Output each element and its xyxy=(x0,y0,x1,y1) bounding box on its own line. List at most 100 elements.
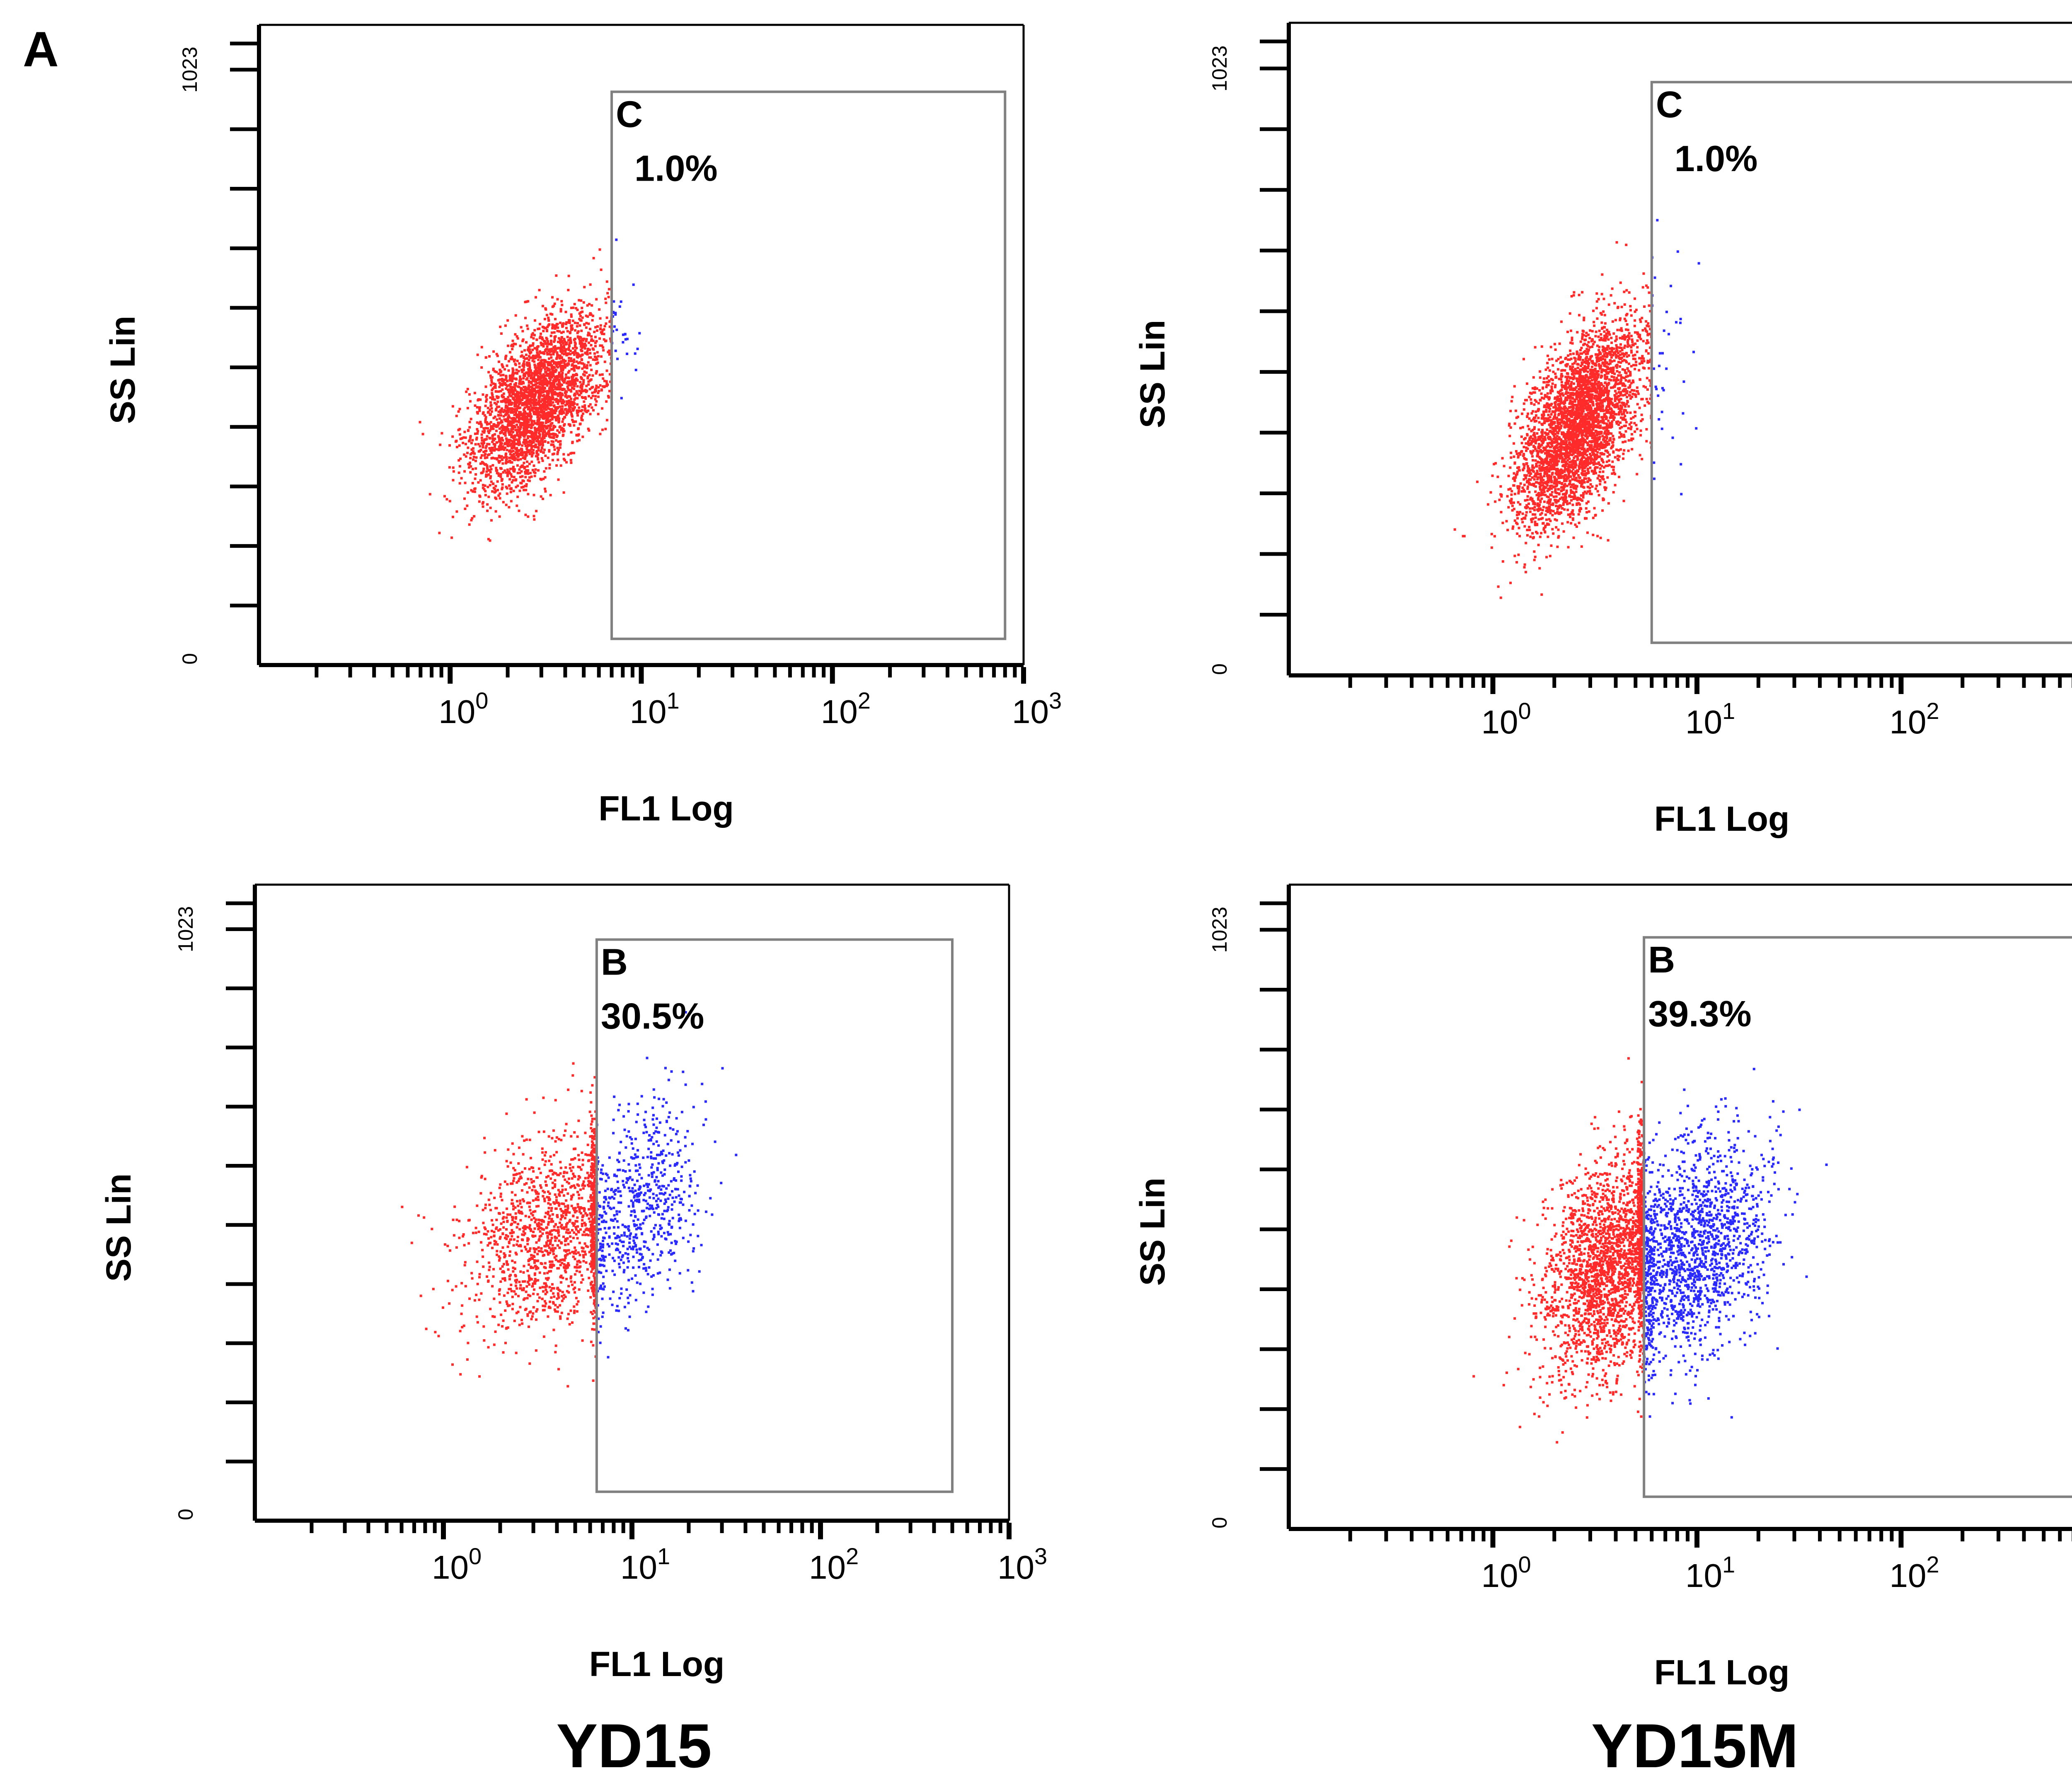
data-point xyxy=(557,406,559,409)
data-point xyxy=(506,399,509,402)
data-point xyxy=(567,319,570,322)
data-point xyxy=(457,428,460,431)
data-point xyxy=(537,413,540,416)
data-point xyxy=(1532,513,1534,516)
data-point xyxy=(536,416,539,419)
data-point xyxy=(560,370,563,373)
data-point xyxy=(526,418,529,421)
data-point xyxy=(552,340,555,343)
data-point xyxy=(1574,455,1577,458)
data-point xyxy=(558,357,561,360)
data-point xyxy=(1559,423,1561,426)
data-point xyxy=(1534,520,1537,523)
data-point xyxy=(596,325,599,328)
data-point xyxy=(544,342,547,345)
data-point xyxy=(534,383,537,386)
data-point xyxy=(1531,387,1534,390)
data-point xyxy=(626,338,629,341)
data-point xyxy=(518,411,520,414)
data-point xyxy=(541,337,544,340)
data-point xyxy=(570,375,573,378)
data-point xyxy=(514,333,517,336)
data-point xyxy=(580,299,583,302)
data-point xyxy=(470,465,472,468)
data-point xyxy=(522,394,525,397)
data-point xyxy=(554,398,557,401)
data-point xyxy=(567,410,570,413)
data-point xyxy=(1612,469,1615,471)
data-point xyxy=(557,458,559,461)
data-point xyxy=(1528,525,1531,528)
data-point xyxy=(508,408,511,411)
data-point xyxy=(508,394,511,397)
data-point xyxy=(585,385,588,387)
data-point xyxy=(540,422,543,425)
data-point xyxy=(1579,417,1582,420)
data-point xyxy=(472,447,474,450)
data-point xyxy=(1639,334,1641,336)
data-point xyxy=(530,434,533,437)
data-point xyxy=(599,317,602,320)
data-point xyxy=(1521,512,1524,515)
data-point xyxy=(534,428,537,431)
data-point xyxy=(1552,532,1555,535)
data-point xyxy=(592,348,595,351)
data-point xyxy=(583,374,586,377)
data-point xyxy=(1513,554,1516,557)
data-point xyxy=(555,323,558,326)
data-point xyxy=(1537,416,1540,419)
data-point xyxy=(1625,244,1628,246)
data-point xyxy=(522,441,525,444)
data-point xyxy=(460,477,463,480)
data-point xyxy=(1602,466,1605,469)
data-point xyxy=(467,446,470,449)
data-point xyxy=(542,373,545,376)
data-point xyxy=(572,351,575,354)
data-point xyxy=(595,372,598,375)
data-point xyxy=(469,400,472,403)
data-point xyxy=(516,484,519,487)
data-point xyxy=(1582,496,1585,499)
data-point xyxy=(1548,410,1551,413)
data-point xyxy=(548,420,551,423)
data-point xyxy=(1607,303,1610,306)
data-point xyxy=(539,351,542,354)
data-point xyxy=(503,368,506,371)
data-point xyxy=(559,443,562,446)
data-point xyxy=(1537,495,1540,498)
data-point xyxy=(458,408,461,411)
data-point xyxy=(556,329,559,332)
data-point xyxy=(1598,357,1600,360)
data-point xyxy=(552,443,554,446)
data-point xyxy=(515,377,518,380)
data-point xyxy=(499,378,501,381)
data-point xyxy=(1506,529,1509,532)
data-point xyxy=(511,411,514,414)
data-point xyxy=(509,461,512,464)
data-point xyxy=(537,411,540,414)
data-point xyxy=(1523,490,1526,493)
data-point xyxy=(1586,383,1589,386)
x-tick-label-base: 10 xyxy=(1012,693,1049,730)
data-point xyxy=(552,392,554,394)
data-point xyxy=(500,478,503,481)
data-point xyxy=(1570,295,1573,298)
data-point xyxy=(535,429,538,432)
data-point xyxy=(533,404,535,406)
data-point xyxy=(547,424,550,427)
data-point xyxy=(541,427,544,430)
data-point xyxy=(577,409,580,412)
data-point xyxy=(1588,417,1591,420)
data-point xyxy=(482,427,485,430)
data-point xyxy=(1597,425,1600,428)
data-point xyxy=(485,400,488,403)
data-point xyxy=(542,382,545,385)
data-point xyxy=(1614,389,1617,392)
data-point xyxy=(514,389,517,392)
data-point xyxy=(555,388,558,391)
data-point xyxy=(514,447,517,450)
data-point xyxy=(516,434,519,437)
data-point xyxy=(540,341,542,344)
data-point xyxy=(458,465,461,468)
data-point xyxy=(513,425,516,427)
